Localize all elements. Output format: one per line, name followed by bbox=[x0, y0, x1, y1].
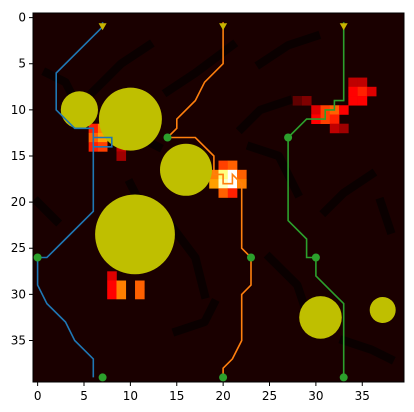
y-tick-label: 25 bbox=[11, 241, 26, 255]
heat-cell bbox=[357, 96, 368, 106]
heat-cell bbox=[107, 289, 117, 300]
y-tick-label: 30 bbox=[11, 287, 26, 301]
heat-cell bbox=[227, 188, 238, 198]
path-line-2 bbox=[165, 22, 252, 378]
heat-cell bbox=[301, 96, 312, 106]
waypoint-marker bbox=[98, 373, 107, 382]
waypoint-marker bbox=[219, 373, 228, 382]
waypoint-marker bbox=[311, 253, 320, 262]
waypoint-marker bbox=[284, 133, 293, 142]
x-axis: 0 5 10 15 20 25 30 35 bbox=[34, 382, 370, 403]
heat-cell bbox=[348, 77, 358, 88]
y-tick-label: 20 bbox=[11, 195, 26, 209]
x-tick-label: 15 bbox=[169, 389, 184, 403]
dark-trail bbox=[338, 335, 396, 365]
heat-cell bbox=[329, 114, 340, 125]
heat-cell bbox=[357, 86, 368, 97]
y-tick-label: 5 bbox=[18, 57, 26, 71]
heat-cell bbox=[116, 289, 127, 300]
heat-cell bbox=[348, 86, 358, 97]
heat-cell bbox=[116, 280, 127, 291]
heat-cell bbox=[366, 86, 377, 97]
heat-cell bbox=[107, 280, 117, 291]
y-tick-label: 35 bbox=[11, 333, 26, 347]
dark-trail bbox=[375, 196, 396, 236]
x-tick-label: 25 bbox=[262, 389, 277, 403]
waypoint-marker bbox=[33, 253, 42, 262]
obstacles-layer bbox=[60, 87, 396, 339]
heat-cell bbox=[107, 271, 117, 281]
dark-trail bbox=[263, 251, 312, 319]
x-tick-label: 30 bbox=[308, 389, 323, 403]
y-tick-label: 0 bbox=[18, 11, 26, 25]
markers-layer bbox=[33, 23, 348, 382]
y-tick-label: 10 bbox=[11, 103, 26, 117]
x-tick-label: 20 bbox=[215, 389, 230, 403]
obstacle-circle bbox=[98, 87, 162, 151]
paths-layer bbox=[36, 22, 345, 378]
heat-cell bbox=[135, 280, 145, 291]
waypoint-marker bbox=[247, 253, 255, 262]
path-line-3 bbox=[287, 22, 345, 378]
heat-cell bbox=[237, 169, 247, 180]
x-tick-label: 0 bbox=[34, 389, 42, 403]
y-tick-label: 15 bbox=[11, 149, 26, 163]
start-marker bbox=[219, 23, 228, 31]
dark-trail bbox=[319, 168, 378, 218]
x-tick-label: 10 bbox=[123, 389, 138, 403]
start-marker bbox=[98, 23, 107, 31]
dark-trail bbox=[161, 39, 239, 98]
heat-cell bbox=[209, 179, 219, 189]
obstacle-circle bbox=[60, 91, 98, 129]
obstacle-circle bbox=[95, 194, 175, 275]
dark-trail bbox=[33, 196, 63, 227]
x-tick-label: 5 bbox=[80, 389, 88, 403]
heat-cell bbox=[329, 123, 340, 134]
heat-cell bbox=[311, 105, 321, 115]
x-tick-label: 35 bbox=[355, 389, 370, 403]
heat-cell bbox=[135, 289, 145, 300]
heat-cell bbox=[339, 105, 349, 115]
dark-trail bbox=[245, 141, 303, 199]
heat-cell bbox=[292, 96, 303, 106]
heat-cell bbox=[218, 188, 229, 198]
heat-cell bbox=[348, 96, 358, 106]
waypoint-marker bbox=[163, 133, 172, 142]
waypoint-marker bbox=[339, 373, 348, 382]
heat-cell bbox=[227, 160, 238, 171]
path-line-1 bbox=[36, 22, 113, 378]
y-axis: 0 5 10 15 20 25 30 35 bbox=[11, 11, 33, 347]
dark-trail bbox=[87, 39, 155, 98]
heat-cell bbox=[339, 123, 349, 134]
heat-cell bbox=[218, 160, 229, 171]
dark-trail bbox=[161, 214, 210, 300]
dark-trails-layer bbox=[33, 30, 396, 365]
start-marker bbox=[339, 23, 348, 31]
heat-cell bbox=[116, 151, 127, 161]
dark-trail bbox=[254, 30, 322, 70]
obstacle-circle bbox=[299, 296, 342, 339]
plot-frame bbox=[32, 12, 405, 383]
heat-cell bbox=[357, 77, 368, 88]
obstacle-circle bbox=[369, 297, 396, 323]
dark-trail bbox=[235, 95, 294, 135]
dark-trail bbox=[171, 298, 220, 337]
obstacle-circle bbox=[160, 143, 212, 196]
